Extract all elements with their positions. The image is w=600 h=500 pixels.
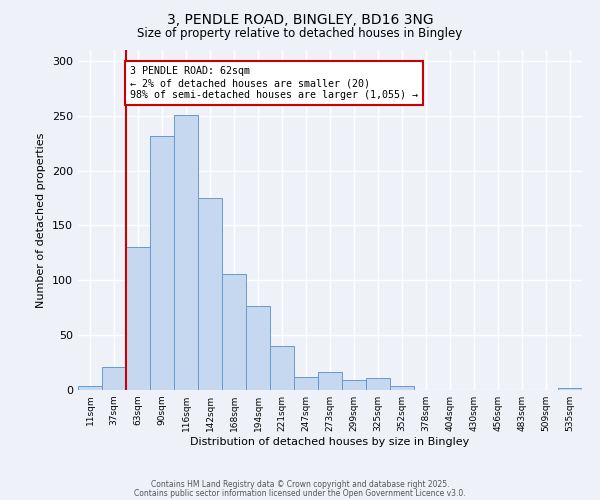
Text: 3, PENDLE ROAD, BINGLEY, BD16 3NG: 3, PENDLE ROAD, BINGLEY, BD16 3NG (167, 12, 433, 26)
Bar (270, 346, 294, 390)
Bar (126, 248, 150, 390)
X-axis label: Distribution of detached houses by size in Bingley: Distribution of detached houses by size … (190, 437, 470, 447)
Bar (102, 367, 126, 390)
Bar (342, 380, 366, 390)
Bar (174, 114, 198, 390)
Bar (222, 274, 246, 390)
Text: Contains public sector information licensed under the Open Government Licence v3: Contains public sector information licen… (134, 488, 466, 498)
Text: Contains HM Land Registry data © Crown copyright and database right 2025.: Contains HM Land Registry data © Crown c… (151, 480, 449, 489)
Text: Size of property relative to detached houses in Bingley: Size of property relative to detached ho… (137, 28, 463, 40)
Bar (318, 372, 342, 390)
Bar (150, 136, 174, 390)
Bar (78, 386, 102, 390)
Bar (558, 388, 582, 390)
Bar (294, 377, 318, 390)
Bar (390, 386, 414, 390)
Bar (198, 198, 222, 390)
Bar (366, 378, 390, 390)
Y-axis label: Number of detached properties: Number of detached properties (37, 132, 46, 308)
Text: 3 PENDLE ROAD: 62sqm
← 2% of detached houses are smaller (20)
98% of semi-detach: 3 PENDLE ROAD: 62sqm ← 2% of detached ho… (130, 66, 418, 100)
Bar (246, 306, 270, 390)
